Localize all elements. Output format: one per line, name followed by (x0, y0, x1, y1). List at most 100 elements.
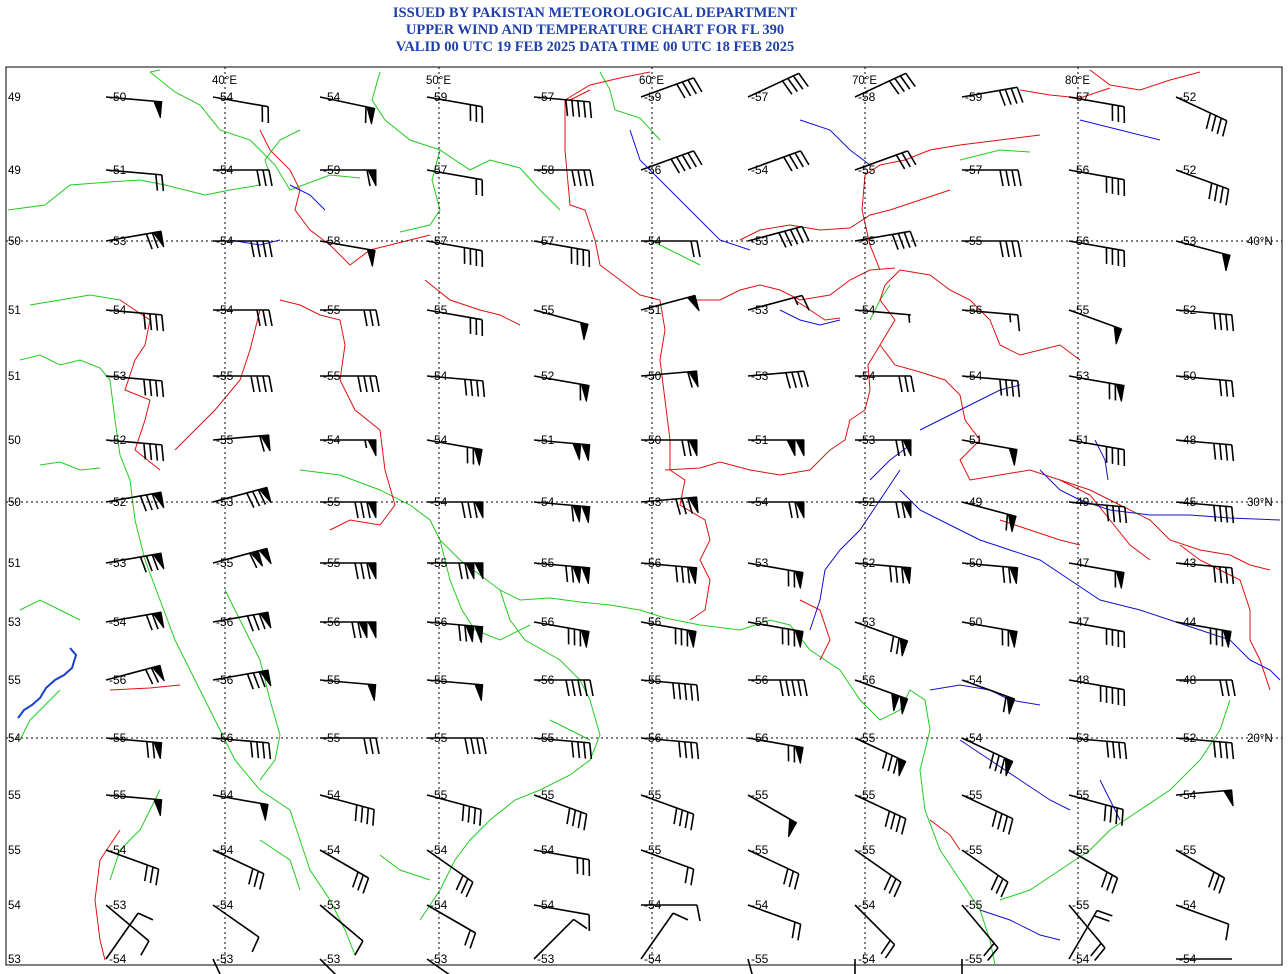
wind-station: -44 (1175, 615, 1232, 648)
barb-pennant (581, 443, 591, 462)
barb-feather (687, 497, 693, 514)
wind-station: -54 (961, 369, 1021, 398)
wind-station: -56 (534, 673, 594, 697)
wind-station: -53 (747, 294, 810, 317)
barb-pennant (367, 683, 377, 702)
station-temperature: -55 (751, 615, 769, 629)
station-temperature: -53 (751, 369, 769, 383)
station-temperature: -54 (430, 433, 448, 447)
barb-pennant (795, 439, 805, 457)
barb-feather (1216, 117, 1223, 135)
wind-station: -52 (1175, 163, 1230, 206)
station-temperature: -56 (858, 673, 876, 687)
barb-feather (695, 684, 700, 702)
barb-pennant (367, 621, 377, 639)
barb-pennant (688, 566, 698, 585)
barb-feather (571, 741, 575, 758)
wind-station: -55 (854, 230, 917, 250)
chart-header: ISSUED BY PAKISTAN METEOROLOGICAL DEPART… (0, 5, 1190, 56)
barb-feather (803, 370, 809, 388)
barb-feather (145, 233, 153, 250)
station-temperature: -54 (109, 843, 127, 857)
barb-feather (797, 679, 802, 697)
barb-feather (1016, 380, 1021, 398)
station-temperature: -50 (965, 615, 983, 629)
barb-feather (1111, 877, 1119, 894)
wind-station: -55 (1175, 843, 1226, 894)
barb-staff (1068, 96, 1125, 108)
longitude-label: 50°E (426, 75, 451, 87)
station-temperature: -55 (1072, 898, 1090, 912)
barb-feather (354, 804, 358, 822)
wind-station: -56 (640, 556, 698, 585)
barb-feather (250, 375, 255, 393)
barb-staff (105, 664, 161, 681)
barb-feather (1225, 679, 1230, 697)
station-temperature: -52 (1179, 303, 1197, 317)
barb-staff (533, 849, 590, 861)
barb-feather (895, 637, 900, 655)
barb-feather (149, 866, 154, 884)
station-temperature: -55 (1179, 843, 1197, 857)
wind-station: -54 (641, 234, 701, 258)
barb-feather (470, 737, 475, 755)
station-temperature: -56 (537, 673, 555, 687)
barb-feather (987, 947, 999, 961)
barb-pennant (1221, 252, 1231, 272)
barb-feather (149, 313, 153, 331)
barb-feather (267, 742, 272, 760)
barb-feather (1106, 505, 1110, 522)
wind-station: -55 (427, 731, 487, 755)
station-temperature: -55 (109, 788, 127, 802)
barb-feather (461, 804, 465, 822)
barb-feather (253, 870, 260, 888)
barb-feather (901, 567, 905, 584)
wind-station: -54 (212, 843, 265, 890)
barb-staff (640, 294, 696, 311)
barb-staff (319, 904, 364, 942)
barb-pennant (1115, 383, 1125, 402)
barb-feather (681, 81, 692, 97)
wind-station: -55 (640, 673, 700, 702)
barb-pennant (1008, 447, 1018, 466)
barb-pennant (474, 501, 484, 519)
barb-feather (1005, 514, 1009, 531)
barb-staff (961, 794, 1014, 820)
wind-station: -57 (533, 90, 593, 119)
wind-station: -54 (747, 150, 810, 177)
station-temperature: -54 (109, 303, 127, 317)
station-temperature: -56 (1072, 234, 1090, 248)
station-temperature: -57 (430, 163, 448, 177)
barb-feather (991, 810, 998, 828)
barb-feather (1219, 313, 1223, 331)
station-temperature: -54 (216, 234, 234, 248)
barb-feather (268, 375, 273, 393)
barb-feather (573, 918, 588, 930)
barb-pennant (581, 505, 591, 524)
station-temperature: -57 (537, 90, 555, 104)
barb-feather (258, 873, 265, 890)
barb-half-feather (793, 297, 799, 306)
wind-station: -54 (854, 303, 911, 323)
caspian-lake-outline (17, 647, 78, 719)
wind-station: -56 (212, 731, 272, 760)
barb-pennant (786, 439, 796, 457)
barb-feather (690, 742, 694, 759)
barb-staff (1175, 375, 1232, 382)
barb-feather (789, 229, 799, 245)
barb-feather (369, 309, 374, 327)
barb-staff (747, 225, 803, 242)
barb-feather (1213, 566, 1217, 583)
barb-feather (673, 807, 678, 825)
wind-station: -54 (213, 234, 273, 258)
barb-feather (1011, 169, 1016, 187)
barb-feather (357, 621, 362, 639)
left-edge-temperature: 55 (8, 845, 21, 857)
barb-feather (1230, 444, 1235, 462)
barb-feather (258, 613, 266, 630)
barb-feather (778, 232, 787, 248)
station-temperature: -51 (537, 433, 555, 447)
barb-feather (1213, 505, 1217, 522)
barb-feather (139, 495, 147, 512)
wind-station: -56 (640, 731, 700, 760)
